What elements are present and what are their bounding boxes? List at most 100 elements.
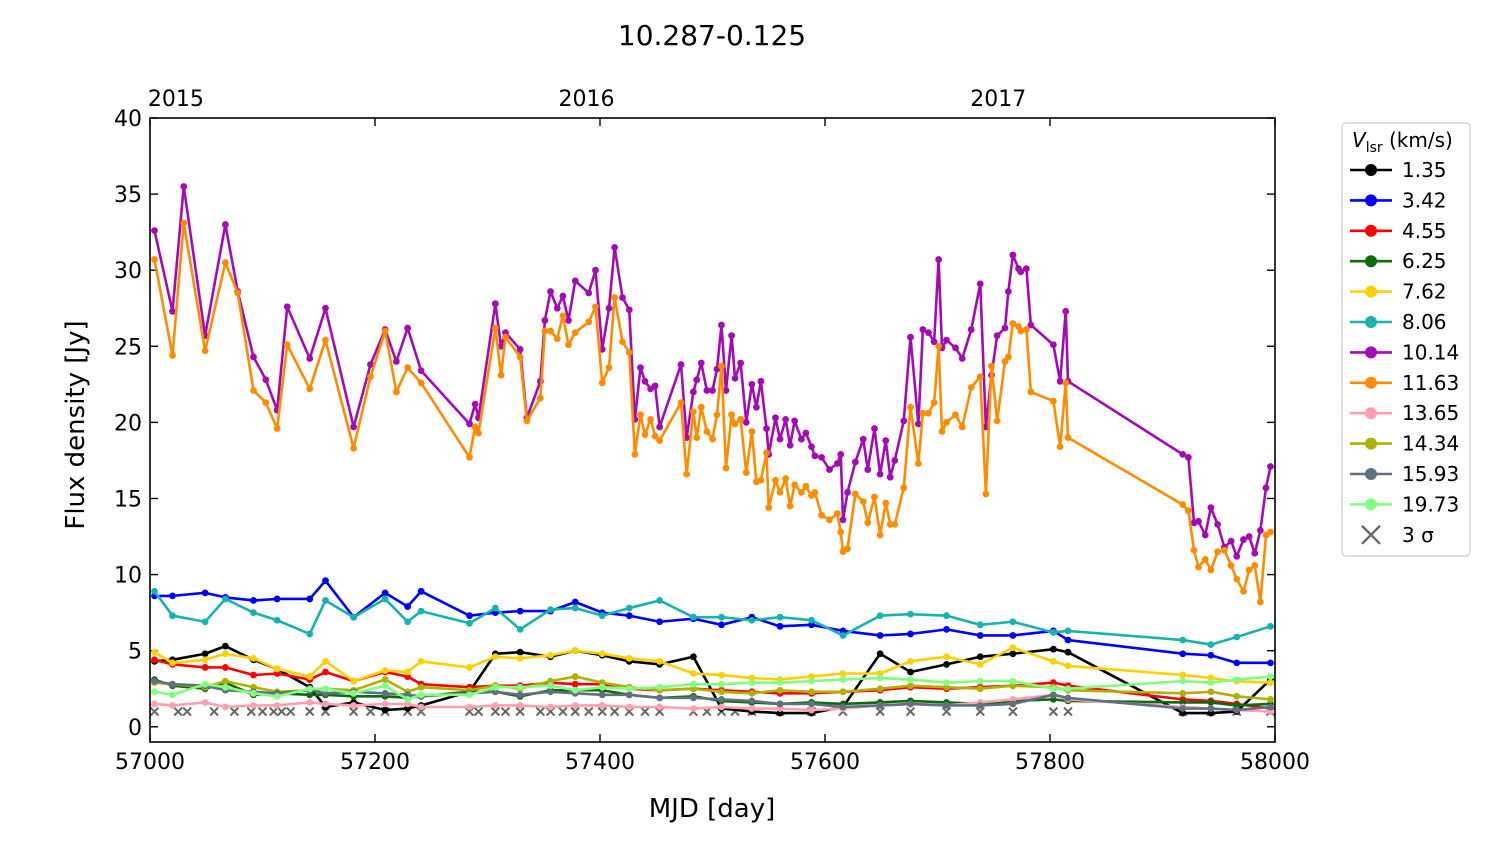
data-point [1214, 548, 1222, 556]
data-point [919, 326, 927, 333]
data-point [1017, 327, 1025, 335]
data-point [1009, 650, 1017, 658]
data-point [1179, 450, 1187, 458]
data-point [262, 399, 270, 407]
data-point [221, 259, 229, 266]
data-point [811, 489, 819, 496]
data-point [731, 420, 739, 428]
sigma-cross-mark [348, 706, 359, 717]
data-point [808, 688, 815, 696]
data-point [1207, 705, 1215, 712]
data-point [1251, 549, 1259, 557]
data-point [466, 664, 473, 671]
data-point [839, 688, 847, 696]
data-point [782, 415, 790, 423]
data-point [611, 294, 619, 301]
data-point [350, 702, 358, 709]
data-point [748, 705, 756, 712]
data-point [876, 612, 884, 620]
sigma-cross-mark [473, 706, 484, 717]
data-point [471, 423, 479, 431]
data-point [273, 425, 281, 432]
data-point [466, 420, 473, 428]
data-point [839, 676, 847, 683]
data-point [250, 609, 257, 617]
data-point [598, 650, 606, 658]
data-point [709, 435, 716, 443]
data-point [748, 697, 756, 705]
data-point [914, 420, 922, 428]
data-point [367, 361, 374, 368]
data-point [742, 469, 750, 477]
data-point [619, 338, 626, 346]
data-point [559, 292, 567, 300]
data-point [1256, 598, 1264, 606]
data-point [958, 355, 966, 362]
data-point [466, 453, 473, 461]
legend-label: 4.55 [1402, 219, 1447, 243]
data-point [993, 332, 1001, 340]
data-point [748, 616, 756, 624]
data-point [547, 688, 554, 696]
data-point [1267, 673, 1274, 680]
data-point [502, 333, 509, 341]
data-point [1233, 633, 1241, 641]
data-point [731, 374, 739, 382]
data-point [201, 680, 209, 688]
data-point [693, 376, 701, 384]
data-point [475, 429, 482, 437]
data-point [1049, 645, 1057, 653]
data-point [776, 679, 784, 687]
legend-item: 4.55 [1350, 219, 1447, 243]
legend-item: 10.14 [1350, 340, 1459, 364]
data-point [250, 654, 257, 662]
data-point [381, 589, 389, 597]
data-point [151, 648, 158, 656]
data-point [273, 702, 281, 709]
legend-label: 1.35 [1402, 158, 1447, 182]
data-point [786, 441, 794, 449]
data-point [1262, 484, 1270, 492]
data-point [571, 680, 579, 688]
data-point [1009, 618, 1017, 626]
data-point [907, 668, 914, 676]
sigma-cross-mark [209, 706, 219, 717]
data-point [851, 490, 859, 498]
data-point [322, 336, 329, 344]
data-point [930, 399, 938, 407]
data-point [516, 691, 524, 699]
sigma-cross-mark [269, 706, 279, 717]
data-point [776, 686, 784, 694]
data-point [656, 694, 664, 702]
data-point [1214, 520, 1222, 528]
data-point [553, 335, 561, 343]
data-point [381, 595, 389, 603]
chart-title: 10.287-0.125 [618, 19, 806, 52]
data-point [718, 695, 725, 703]
data-point [943, 625, 950, 633]
data-point [491, 653, 499, 661]
legend-marker [1365, 498, 1377, 511]
legend-item: 8.06 [1350, 310, 1447, 334]
data-point [718, 621, 725, 629]
data-point [1049, 629, 1057, 636]
legend: Vlsr (km/s) 1.35 3.42 4.55 6.25 7.62 8.06 10.1… [1341, 122, 1471, 557]
data-point [689, 613, 697, 621]
sigma-cross-mark [276, 706, 287, 717]
data-point [737, 359, 745, 367]
data-point [350, 689, 358, 697]
data-point [930, 338, 938, 346]
data-point [306, 385, 314, 393]
data-point [201, 650, 209, 658]
sigma-cross-mark [257, 706, 268, 717]
data-point [392, 388, 400, 396]
data-point [350, 423, 358, 431]
data-point [1184, 453, 1192, 461]
data-point [976, 677, 984, 685]
data-point [1049, 685, 1057, 693]
data-point [656, 423, 664, 431]
data-point [876, 632, 884, 639]
data-point [1267, 703, 1274, 711]
data-point [748, 679, 756, 687]
